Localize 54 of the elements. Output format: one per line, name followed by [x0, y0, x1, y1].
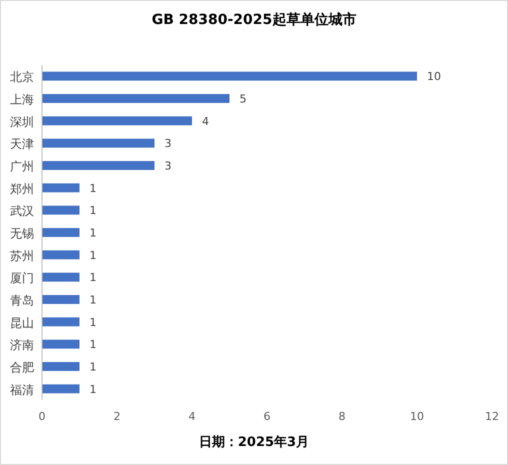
data-label: 1 — [90, 294, 96, 306]
y-tick-label: 厦门 — [10, 271, 34, 286]
bar — [42, 161, 154, 170]
data-label: 5 — [240, 92, 246, 106]
x-tick-label: 2 — [114, 410, 120, 423]
bar — [42, 272, 80, 282]
y-tick-label: 合肥 — [10, 360, 34, 374]
bar — [42, 72, 417, 81]
x-tick-label: 4 — [188, 410, 196, 423]
x-tick-label: 10 — [410, 410, 424, 423]
bar — [42, 295, 80, 304]
data-label: 1 — [90, 204, 96, 218]
bar — [42, 94, 230, 103]
y-tick-label: 苏州 — [10, 248, 34, 263]
y-tick-label: 广州 — [10, 160, 34, 174]
bar — [42, 116, 192, 126]
y-tick-label: 郑州 — [10, 182, 34, 196]
data-label: 1 — [90, 316, 96, 329]
y-tick-label: 济南 — [10, 338, 34, 352]
data-label: 1 — [90, 360, 96, 374]
data-label: 3 — [164, 160, 172, 172]
bar — [42, 384, 80, 394]
y-tick-label: 上海 — [10, 92, 34, 106]
data-label: 1 — [90, 338, 96, 352]
data-label: 1 — [90, 271, 96, 284]
x-tick-label: 0 — [38, 410, 46, 423]
bar — [42, 206, 80, 215]
x-tick-label: 6 — [264, 410, 270, 423]
bar — [42, 317, 80, 326]
y-tick-label: 武汉 — [10, 204, 34, 218]
data-label: 1 — [90, 382, 96, 396]
data-label: 3 — [164, 137, 172, 150]
data-label: 10 — [427, 70, 441, 84]
y-tick-label: 昆山 — [10, 316, 34, 330]
y-tick-label: 北京 — [10, 70, 34, 84]
bar — [42, 228, 80, 237]
y-tick-label: 无锡 — [10, 226, 34, 240]
x-tick-label: 8 — [338, 410, 346, 423]
bar — [42, 340, 80, 349]
data-label: 1 — [90, 226, 96, 240]
y-tick-label: 深圳 — [10, 114, 34, 129]
chart-title: GB 28380-2025起草单位城市 — [152, 11, 356, 28]
bar — [42, 362, 80, 371]
bar — [42, 138, 154, 148]
y-tick-label: 福清 — [10, 382, 34, 397]
text: 日期：2025年3月 — [198, 435, 310, 450]
y-tick-label: 青岛 — [10, 294, 34, 308]
x-tick-label: 12 — [485, 410, 499, 423]
bar — [42, 183, 80, 192]
data-label: 1 — [90, 248, 96, 262]
y-tick-label: 天津 — [10, 137, 34, 152]
data-label: 1 — [90, 182, 96, 195]
bar — [42, 250, 80, 260]
data-label: 4 — [202, 114, 209, 128]
